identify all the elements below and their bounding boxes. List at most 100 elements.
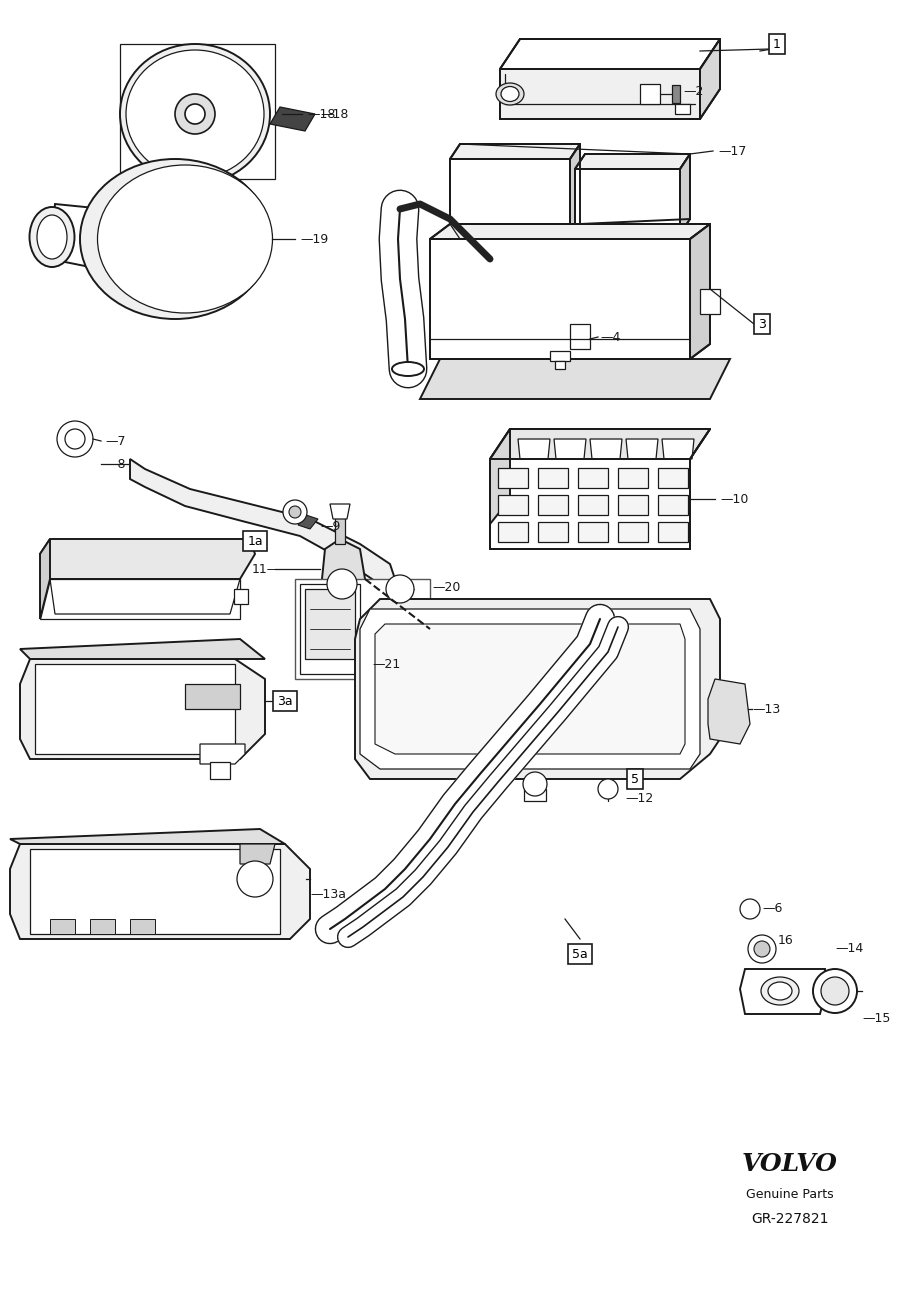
Text: —8: —8 [105, 457, 126, 470]
Polygon shape [20, 659, 265, 759]
Polygon shape [618, 495, 648, 514]
Circle shape [386, 575, 414, 603]
Circle shape [740, 899, 760, 918]
Polygon shape [322, 539, 365, 599]
Text: 16: 16 [778, 934, 794, 947]
Polygon shape [554, 439, 586, 459]
Polygon shape [240, 844, 275, 864]
Polygon shape [490, 429, 510, 523]
Polygon shape [130, 459, 395, 596]
Polygon shape [570, 144, 580, 239]
Polygon shape [133, 105, 177, 138]
Polygon shape [10, 829, 285, 844]
Polygon shape [570, 323, 590, 349]
Polygon shape [450, 158, 570, 239]
Polygon shape [215, 66, 248, 114]
Polygon shape [538, 522, 568, 542]
Polygon shape [708, 679, 750, 744]
Polygon shape [335, 514, 345, 544]
Ellipse shape [126, 49, 264, 178]
Text: —17: —17 [718, 144, 747, 157]
Polygon shape [618, 522, 648, 542]
Polygon shape [40, 579, 240, 620]
Polygon shape [298, 514, 318, 529]
Text: GR-227821: GR-227821 [751, 1212, 829, 1226]
Text: —4: —4 [600, 330, 621, 343]
Polygon shape [498, 522, 528, 542]
Polygon shape [130, 918, 155, 934]
Polygon shape [90, 918, 115, 934]
Polygon shape [575, 169, 680, 234]
Text: 5a: 5a [572, 947, 588, 960]
Ellipse shape [98, 165, 273, 313]
Polygon shape [10, 844, 310, 939]
Polygon shape [215, 234, 250, 255]
Text: —13a: —13a [310, 887, 346, 900]
Polygon shape [200, 744, 245, 764]
Text: —10: —10 [720, 492, 748, 505]
Polygon shape [270, 107, 315, 131]
Polygon shape [420, 359, 730, 399]
Polygon shape [658, 522, 688, 542]
Ellipse shape [37, 216, 67, 259]
Polygon shape [578, 495, 608, 514]
Polygon shape [190, 134, 232, 173]
Circle shape [57, 421, 93, 457]
Circle shape [821, 977, 849, 1005]
Polygon shape [30, 850, 280, 934]
Circle shape [175, 94, 215, 134]
Circle shape [185, 104, 205, 123]
Polygon shape [295, 579, 430, 679]
Polygon shape [498, 468, 528, 488]
Ellipse shape [30, 207, 74, 268]
Polygon shape [360, 609, 700, 769]
Circle shape [65, 429, 85, 449]
Text: 3a: 3a [277, 695, 293, 708]
Polygon shape [626, 439, 658, 459]
Text: —6: —6 [762, 903, 783, 916]
Polygon shape [50, 918, 75, 934]
Polygon shape [658, 468, 688, 488]
Text: 1: 1 [773, 38, 781, 51]
Text: —7: —7 [105, 434, 126, 447]
Ellipse shape [768, 982, 792, 1000]
Polygon shape [40, 539, 255, 579]
Circle shape [289, 507, 301, 518]
Polygon shape [490, 429, 710, 459]
Ellipse shape [80, 158, 270, 320]
Text: 11—: 11— [252, 562, 280, 575]
Ellipse shape [392, 362, 424, 375]
Polygon shape [524, 788, 546, 801]
Polygon shape [672, 84, 680, 103]
Text: 3: 3 [758, 317, 766, 330]
Polygon shape [618, 468, 648, 488]
Polygon shape [35, 664, 235, 753]
Polygon shape [450, 144, 580, 158]
Polygon shape [430, 239, 690, 359]
Circle shape [754, 940, 770, 957]
Polygon shape [680, 155, 690, 234]
Polygon shape [500, 39, 720, 69]
Polygon shape [185, 49, 207, 99]
Polygon shape [160, 122, 177, 177]
Text: —19: —19 [300, 233, 328, 246]
Text: —13: —13 [752, 703, 780, 716]
Polygon shape [500, 69, 700, 120]
Text: 5: 5 [631, 773, 639, 786]
Polygon shape [550, 351, 570, 361]
Polygon shape [578, 522, 608, 542]
Ellipse shape [120, 44, 270, 184]
Text: —14: —14 [835, 943, 863, 956]
Polygon shape [575, 155, 690, 169]
Polygon shape [234, 588, 248, 604]
Polygon shape [210, 763, 230, 779]
Polygon shape [375, 624, 685, 753]
Text: —12: —12 [625, 792, 653, 805]
Text: —18: —18 [320, 108, 349, 121]
Polygon shape [355, 599, 720, 779]
Polygon shape [330, 504, 350, 520]
Circle shape [283, 500, 307, 523]
Circle shape [327, 569, 357, 599]
Ellipse shape [496, 83, 524, 105]
Circle shape [237, 861, 273, 898]
